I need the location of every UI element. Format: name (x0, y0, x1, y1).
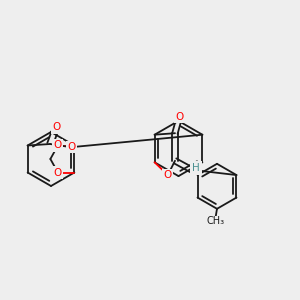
Text: O: O (52, 122, 60, 133)
Text: O: O (54, 167, 62, 178)
Text: H: H (192, 163, 200, 173)
Text: O: O (164, 170, 172, 180)
Text: CH₃: CH₃ (206, 216, 225, 226)
Text: O: O (67, 142, 75, 152)
Text: O: O (54, 140, 62, 151)
Text: O: O (176, 112, 184, 122)
